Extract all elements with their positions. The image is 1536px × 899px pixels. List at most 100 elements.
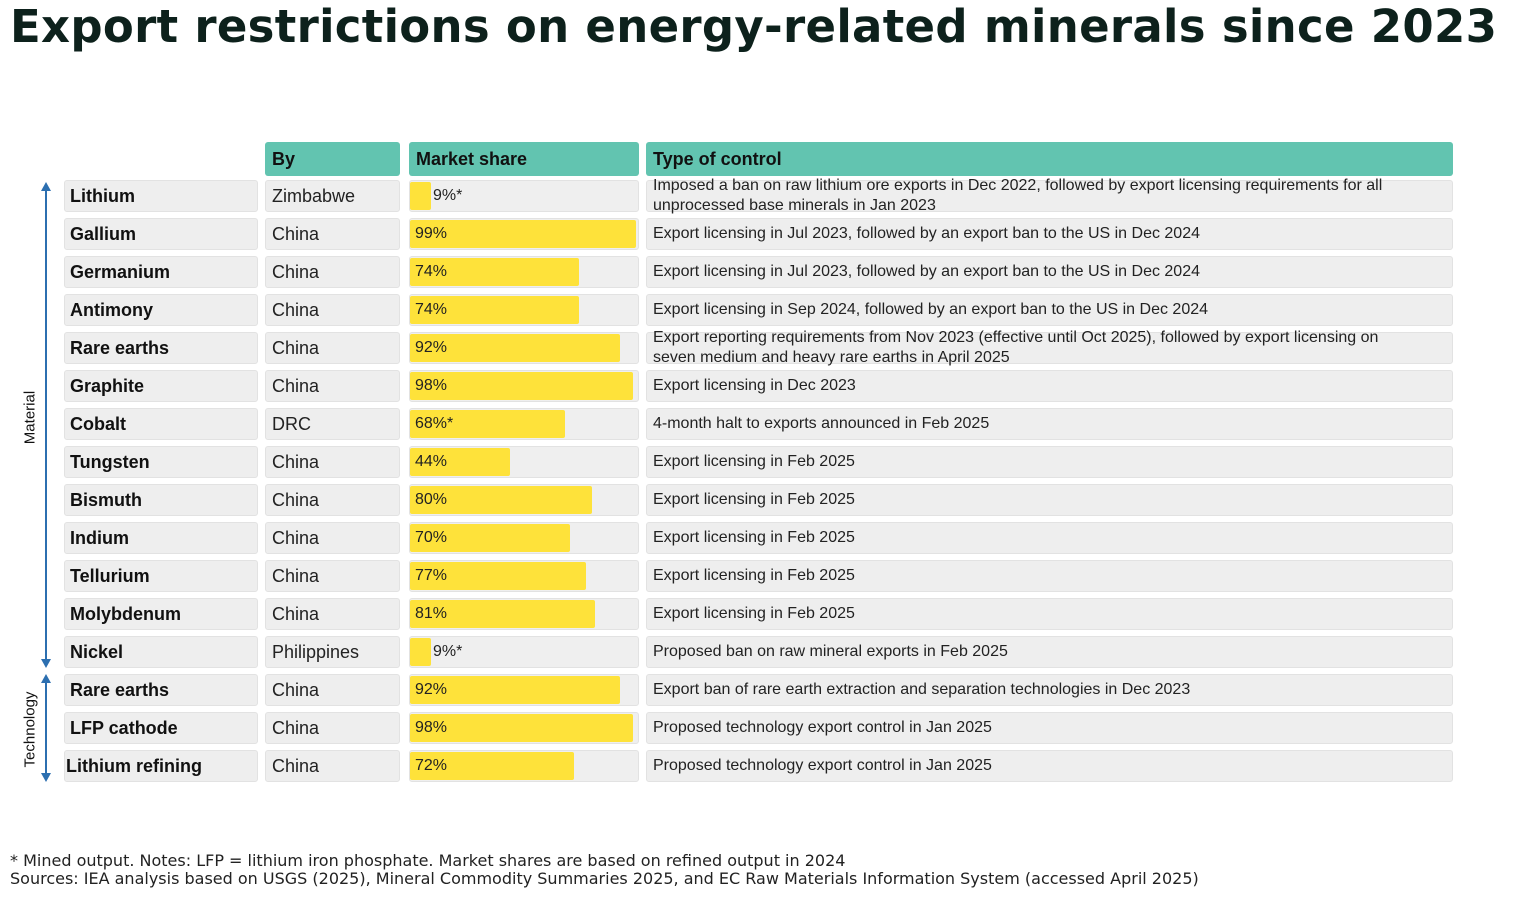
control-text: Export licensing in Jul 2023, followed b… bbox=[653, 263, 1200, 280]
row-4-market-share: 92% bbox=[409, 332, 639, 364]
row-14-market-share: 98% bbox=[409, 712, 639, 744]
market-share-bar bbox=[410, 334, 620, 362]
row-6-type-of-control: 4-month halt to exports announced in Feb… bbox=[646, 408, 1453, 440]
market-share-bar bbox=[410, 600, 595, 628]
technology-arrow-down bbox=[41, 773, 51, 782]
row-13-by: China bbox=[265, 674, 400, 706]
row-14-by: China bbox=[265, 712, 400, 744]
row-0-by: Zimbabwe bbox=[265, 180, 400, 212]
row-5-type-of-control: Export licensing in Dec 2023 bbox=[646, 370, 1453, 402]
market-share-label: 81% bbox=[415, 605, 448, 622]
market-share-label: 98% bbox=[415, 377, 448, 394]
control-text: Export reporting requirements from Nov 2… bbox=[653, 329, 1379, 366]
header-by: By bbox=[265, 142, 400, 176]
control-text: Export licensing in Feb 2025 bbox=[653, 567, 855, 584]
row-4-type-of-control: Export reporting requirements from Nov 2… bbox=[646, 329, 1453, 366]
control-text: Proposed technology export control in Ja… bbox=[653, 757, 992, 774]
row-8-by: China bbox=[265, 484, 400, 516]
footnote: * Mined output. Notes: LFP = lithium iro… bbox=[10, 851, 846, 870]
row-14-item: LFP cathode bbox=[64, 712, 258, 744]
row-0-item: Lithium bbox=[64, 180, 258, 212]
row-9-type-of-control: Export licensing in Feb 2025 bbox=[646, 522, 1453, 554]
row-7-by: China bbox=[265, 446, 400, 478]
market-share-bar bbox=[410, 562, 586, 590]
row-5-by: China bbox=[265, 370, 400, 402]
row-15-market-share: 72% bbox=[409, 750, 639, 782]
market-share-label: 92% bbox=[415, 339, 448, 356]
row-12-item: Nickel bbox=[64, 636, 258, 668]
row-3-item: Antimony bbox=[64, 294, 258, 326]
row-12-by: Philippines bbox=[265, 636, 400, 668]
market-share-label: 70% bbox=[415, 529, 448, 546]
market-share-label: 92% bbox=[415, 681, 448, 698]
row-1-item: Gallium bbox=[64, 218, 258, 250]
group-label-technology: Technology bbox=[21, 691, 39, 768]
row-3-by: China bbox=[265, 294, 400, 326]
market-share-bar bbox=[410, 410, 565, 438]
market-share-label: 98% bbox=[415, 719, 448, 736]
row-11-item: Molybdenum bbox=[64, 598, 258, 630]
row-10-item: Tellurium bbox=[64, 560, 258, 592]
row-11-type-of-control: Export licensing in Feb 2025 bbox=[646, 598, 1453, 630]
market-share-bar bbox=[410, 524, 570, 552]
market-share-label: 9%* bbox=[433, 187, 463, 204]
market-share-bar bbox=[410, 296, 579, 324]
row-13-type-of-control: Export ban of rare earth extraction and … bbox=[646, 674, 1453, 706]
control-text: Proposed ban on raw mineral exports in F… bbox=[653, 643, 1008, 660]
row-12-type-of-control: Proposed ban on raw mineral exports in F… bbox=[646, 636, 1453, 668]
row-9-by: China bbox=[265, 522, 400, 554]
market-share-label: 80% bbox=[415, 491, 448, 508]
row-6-by: DRC bbox=[265, 408, 400, 440]
row-13-market-share: 92% bbox=[409, 674, 639, 706]
material-axis-line bbox=[45, 190, 47, 660]
row-15-type-of-control: Proposed technology export control in Ja… bbox=[646, 750, 1453, 782]
row-1-by: China bbox=[265, 218, 400, 250]
row-5-item: Graphite bbox=[64, 370, 258, 402]
chart-title: Export restrictions on energy-related mi… bbox=[10, 0, 1498, 53]
market-share-label: 99% bbox=[415, 225, 448, 242]
row-0-type-of-control: Imposed a ban on raw lithium ore exports… bbox=[646, 177, 1453, 214]
row-11-by: China bbox=[265, 598, 400, 630]
row-14-type-of-control: Proposed technology export control in Ja… bbox=[646, 712, 1453, 744]
market-share-bar bbox=[410, 372, 633, 400]
material-arrow-up bbox=[41, 182, 51, 191]
material-arrow-down bbox=[41, 659, 51, 668]
control-text: Export licensing in Sep 2024, followed b… bbox=[653, 301, 1209, 318]
row-10-type-of-control: Export licensing in Feb 2025 bbox=[646, 560, 1453, 592]
row-8-item: Bismuth bbox=[64, 484, 258, 516]
market-share-label: 77% bbox=[415, 567, 448, 584]
control-text: Export licensing in Feb 2025 bbox=[653, 491, 855, 508]
row-0-market-share: 9%* bbox=[409, 180, 639, 212]
market-share-bar bbox=[410, 258, 579, 286]
row-1-market-share: 99% bbox=[409, 218, 639, 250]
row-5-market-share: 98% bbox=[409, 370, 639, 402]
market-share-bar bbox=[410, 220, 636, 248]
row-9-item: Indium bbox=[64, 522, 258, 554]
row-15-item: Lithium refining bbox=[64, 750, 258, 782]
control-text: Export licensing in Jul 2023, followed b… bbox=[653, 225, 1200, 242]
row-10-market-share: 77% bbox=[409, 560, 639, 592]
row-1-type-of-control: Export licensing in Jul 2023, followed b… bbox=[646, 218, 1453, 250]
row-2-type-of-control: Export licensing in Jul 2023, followed b… bbox=[646, 256, 1453, 288]
market-share-label: 9%* bbox=[433, 643, 463, 660]
row-12-market-share: 9%* bbox=[409, 636, 639, 668]
market-share-bar bbox=[410, 182, 431, 210]
market-share-label: 74% bbox=[415, 301, 448, 318]
row-3-market-share: 74% bbox=[409, 294, 639, 326]
row-8-market-share: 80% bbox=[409, 484, 639, 516]
control-text: Imposed a ban on raw lithium ore exports… bbox=[653, 177, 1383, 214]
row-4-item: Rare earths bbox=[64, 332, 258, 364]
control-text: Export licensing in Dec 2023 bbox=[653, 377, 856, 394]
market-share-bar bbox=[410, 714, 633, 742]
row-2-by: China bbox=[265, 256, 400, 288]
technology-arrow-up bbox=[41, 674, 51, 683]
market-share-bar bbox=[410, 448, 510, 476]
control-text: Export licensing in Feb 2025 bbox=[653, 605, 855, 622]
row-6-market-share: 68%* bbox=[409, 408, 639, 440]
control-text: Export licensing in Feb 2025 bbox=[653, 453, 855, 470]
technology-axis-line bbox=[45, 682, 47, 774]
market-share-label: 68%* bbox=[415, 415, 454, 432]
row-2-market-share: 74% bbox=[409, 256, 639, 288]
control-text: Proposed technology export control in Ja… bbox=[653, 719, 992, 736]
row-8-type-of-control: Export licensing in Feb 2025 bbox=[646, 484, 1453, 516]
